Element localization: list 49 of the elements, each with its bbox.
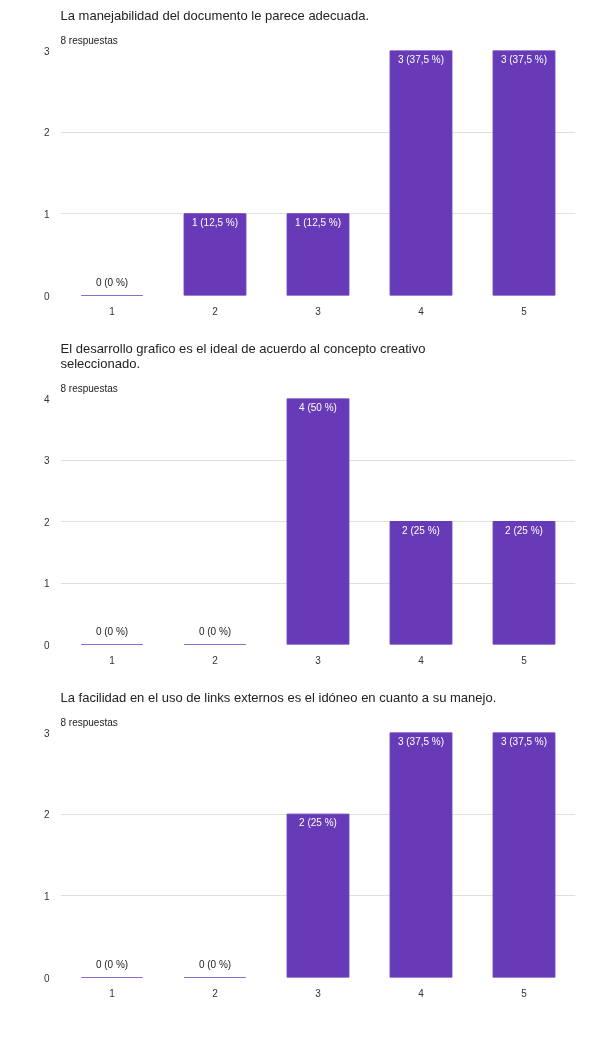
x-tick-label: 1 (109, 987, 116, 999)
x-tick-label: 3 (315, 987, 322, 999)
data-label: 1 (12,5 %) (191, 216, 239, 228)
x-tick-label: 3 (315, 654, 322, 666)
y-tick-label: 2 (43, 127, 50, 139)
x-tick-label: 4 (418, 654, 425, 666)
data-label: 0 (0 %) (198, 625, 232, 637)
x-tick-label: 1 (109, 305, 116, 317)
x-tick-label: 3 (315, 305, 322, 317)
y-tick-label: 4 (43, 393, 50, 405)
y-tick-label: 3 (43, 455, 50, 466)
data-label: 2 (25 %) (402, 524, 440, 536)
y-tick-label: 0 (43, 639, 50, 651)
data-label: 2 (25 %) (299, 817, 337, 829)
x-tick-label: 5 (521, 305, 528, 317)
x-tick-label: 2 (212, 654, 219, 666)
y-tick-label: 1 (43, 578, 50, 589)
chart-subtitle: 8 respuestas (60, 34, 118, 46)
chart-title: La manejabilidad del documento le parece adecuada. (60, 7, 370, 23)
x-tick-label: 1 (109, 654, 116, 666)
chart-subtitle: 8 respuestas (60, 716, 118, 728)
x-tick-label: 5 (521, 987, 528, 999)
data-label: 0 (0 %) (95, 276, 129, 288)
data-label: 3 (37,5 %) (500, 735, 548, 747)
y-tick-label: 1 (43, 208, 50, 220)
data-label: 3 (37,5 %) (397, 53, 445, 65)
data-label: 0 (0 %) (95, 625, 129, 637)
chart-title: La facilidad en el uso de links externos es el idóneo en cuanto a su manejo. (60, 689, 497, 705)
data-label: 3 (37,5 %) (397, 735, 445, 747)
chart-title: El desarrollo grafico es el ideal de acuerdo al concepto creativo seleccionado. (60, 340, 426, 371)
x-tick-label: 2 (212, 305, 219, 317)
y-tick-label: 2 (43, 516, 50, 528)
x-tick-label: 5 (521, 654, 528, 666)
y-tick-label: 3 (43, 727, 50, 739)
y-tick-label: 0 (43, 290, 50, 302)
data-label: 2 (25 %) (505, 524, 543, 536)
data-label: 1 (12,5 %) (294, 216, 342, 228)
x-tick-label: 4 (418, 305, 425, 317)
data-label: 4 (50 %) (299, 401, 337, 413)
x-tick-label: 2 (212, 987, 219, 999)
data-label: 3 (37,5 %) (500, 53, 548, 65)
data-label: 0 (0 %) (198, 958, 232, 970)
chart-subtitle: 8 respuestas (60, 382, 118, 394)
y-tick-label: 1 (43, 890, 50, 902)
y-tick-label: 2 (43, 809, 50, 821)
data-label: 0 (0 %) (95, 958, 129, 970)
y-tick-label: 0 (43, 972, 50, 984)
y-tick-label: 3 (43, 45, 50, 57)
x-tick-label: 4 (418, 987, 425, 999)
